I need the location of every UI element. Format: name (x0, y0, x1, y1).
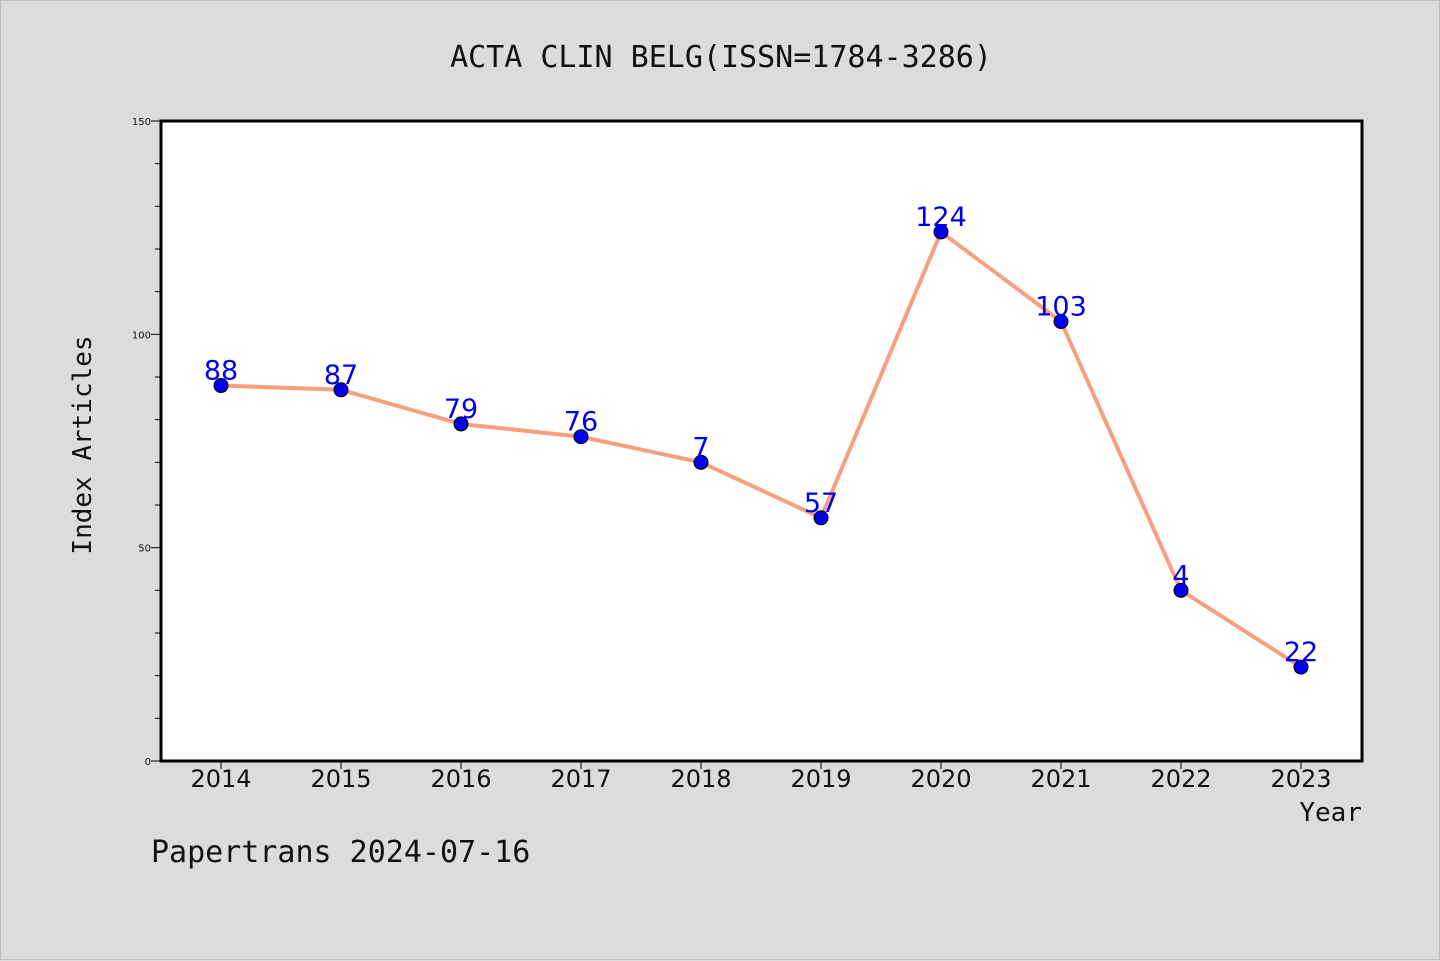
data-point (333, 382, 349, 398)
data-label: 4 (1172, 560, 1189, 591)
y-tick-label: 150 (132, 117, 151, 128)
data-label: 87 (324, 360, 358, 391)
chart-title: ACTA CLIN BELG(ISSN=1784-3286) (450, 40, 992, 75)
data-label: 103 (1035, 292, 1087, 323)
plot-area (159, 119, 1364, 763)
data-label: 79 (444, 394, 478, 425)
y-axis-label: Index Articles (68, 335, 98, 554)
x-tick-label: 2017 (550, 765, 611, 793)
data-label: 22 (1284, 637, 1318, 668)
data-point (573, 429, 589, 445)
x-tick-label: 2019 (790, 765, 851, 793)
data-label: 57 (804, 488, 838, 519)
series-article-counts: 88 87 79 76 7 57 124 103 4 22 (204, 202, 1318, 675)
y-axis: 0 50 100 150 (132, 117, 161, 768)
x-tick-label: 2023 (1270, 765, 1331, 793)
y-tick-label: 50 (138, 544, 151, 555)
x-tick-label: 2018 (670, 765, 731, 793)
data-label: 7 (692, 432, 709, 463)
data-point (1053, 314, 1069, 330)
data-label: 76 (564, 407, 598, 438)
x-tick-label: 2021 (1030, 765, 1091, 793)
x-tick-label: 2016 (430, 765, 491, 793)
x-tick-label: 2022 (1150, 765, 1211, 793)
data-point (1173, 582, 1189, 598)
data-label: 88 (204, 356, 238, 387)
x-tick-label: 2014 (190, 765, 251, 793)
data-point (813, 510, 829, 526)
data-point (933, 224, 949, 240)
x-tick-label: 2020 (910, 765, 971, 793)
data-point (1293, 659, 1309, 675)
data-label: 124 (915, 202, 967, 233)
x-axis: 2014 2015 2016 2017 2018 2019 2020 2021 2022 2023 (190, 761, 1332, 793)
x-tick-label: 2015 (310, 765, 371, 793)
y-tick-label: 0 (145, 757, 151, 768)
data-point (453, 416, 469, 432)
series-line (220, 229, 1303, 669)
y-tick-label: 100 (132, 330, 151, 341)
data-point (213, 378, 229, 394)
data-point (693, 454, 709, 470)
x-axis-label: Year (1299, 798, 1362, 828)
footer-credit: Papertrans 2024-07-16 (151, 835, 531, 870)
